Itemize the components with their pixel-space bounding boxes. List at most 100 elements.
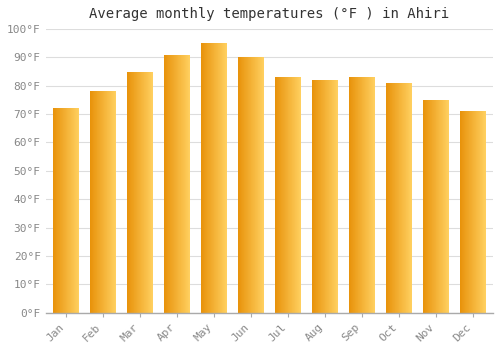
Bar <box>322 80 323 313</box>
Bar <box>349 77 374 313</box>
Bar <box>423 100 448 313</box>
Bar <box>325 80 326 313</box>
Bar <box>467 111 468 313</box>
Bar <box>410 83 411 313</box>
Bar <box>256 57 257 313</box>
Bar <box>386 83 411 313</box>
Bar <box>153 72 154 313</box>
Bar <box>167 55 168 313</box>
Bar <box>423 100 424 313</box>
Bar <box>365 77 366 313</box>
Bar <box>286 77 287 313</box>
Bar <box>251 57 252 313</box>
Bar <box>482 111 483 313</box>
Bar <box>186 55 187 313</box>
Bar <box>244 57 245 313</box>
Bar <box>406 83 407 313</box>
Bar <box>222 43 223 313</box>
Bar <box>367 77 368 313</box>
Bar <box>474 111 475 313</box>
Bar <box>72 108 73 313</box>
Bar <box>245 57 246 313</box>
Bar <box>283 77 284 313</box>
Bar <box>442 100 443 313</box>
Bar <box>284 77 285 313</box>
Bar <box>259 57 260 313</box>
Bar <box>430 100 431 313</box>
Bar <box>216 43 217 313</box>
Bar <box>238 57 240 313</box>
Bar <box>436 100 437 313</box>
Bar <box>402 83 403 313</box>
Bar <box>398 83 399 313</box>
Bar <box>227 43 228 313</box>
Bar <box>291 77 292 313</box>
Bar <box>101 91 102 313</box>
Bar <box>400 83 401 313</box>
Bar <box>224 43 225 313</box>
Bar <box>223 43 224 313</box>
Bar <box>145 72 146 313</box>
Bar <box>427 100 428 313</box>
Bar <box>356 77 357 313</box>
Bar <box>407 83 408 313</box>
Bar <box>397 83 398 313</box>
Bar <box>463 111 464 313</box>
Bar <box>320 80 321 313</box>
Bar <box>175 55 176 313</box>
Bar <box>98 91 99 313</box>
Bar <box>71 108 72 313</box>
Bar <box>446 100 447 313</box>
Bar <box>331 80 332 313</box>
Bar <box>55 108 56 313</box>
Bar <box>258 57 259 313</box>
Bar <box>149 72 150 313</box>
Bar <box>440 100 441 313</box>
Bar <box>141 72 142 313</box>
Bar <box>388 83 389 313</box>
Bar <box>139 72 140 313</box>
Bar <box>73 108 74 313</box>
Bar <box>100 91 101 313</box>
Bar <box>202 43 203 313</box>
Bar <box>484 111 485 313</box>
Bar <box>399 83 400 313</box>
Bar <box>152 72 153 313</box>
Bar <box>65 108 66 313</box>
Bar <box>312 80 313 313</box>
Bar <box>64 108 65 313</box>
Bar <box>221 43 222 313</box>
Bar <box>106 91 107 313</box>
Bar <box>201 43 202 313</box>
Bar <box>323 80 324 313</box>
Bar <box>335 80 336 313</box>
Bar <box>471 111 472 313</box>
Bar <box>115 91 116 313</box>
Bar <box>187 55 188 313</box>
Bar <box>209 43 210 313</box>
Bar <box>437 100 438 313</box>
Bar <box>180 55 181 313</box>
Bar <box>323 80 324 313</box>
Bar <box>357 77 358 313</box>
Bar <box>68 108 70 313</box>
Bar <box>285 77 286 313</box>
Bar <box>352 77 353 313</box>
Bar <box>65 108 66 313</box>
Bar <box>164 55 190 313</box>
Bar <box>188 55 189 313</box>
Bar <box>133 72 134 313</box>
Bar <box>408 83 409 313</box>
Bar <box>372 77 373 313</box>
Bar <box>401 83 402 313</box>
Bar <box>481 111 482 313</box>
Bar <box>296 77 297 313</box>
Bar <box>205 43 206 313</box>
Bar <box>434 100 435 313</box>
Bar <box>290 77 291 313</box>
Bar <box>98 91 99 313</box>
Bar <box>246 57 247 313</box>
Bar <box>300 77 301 313</box>
Bar <box>204 43 205 313</box>
Bar <box>312 80 313 313</box>
